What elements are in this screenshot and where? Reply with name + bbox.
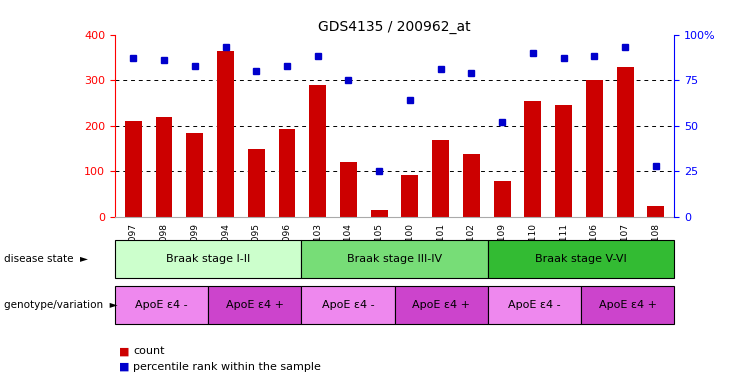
Bar	[370, 210, 388, 217]
Text: ■: ■	[119, 346, 129, 356]
Bar	[488, 286, 581, 324]
Bar	[124, 121, 142, 217]
Bar	[309, 85, 326, 217]
Bar	[302, 286, 395, 324]
Bar	[302, 240, 488, 278]
Text: ApoE ε4 +: ApoE ε4 +	[599, 300, 657, 310]
Bar	[115, 286, 208, 324]
Bar	[617, 68, 634, 217]
Bar	[115, 240, 302, 278]
Bar	[555, 105, 572, 217]
Text: ApoE ε4 +: ApoE ε4 +	[226, 300, 284, 310]
Text: ApoE ε4 -: ApoE ε4 -	[508, 300, 561, 310]
Bar	[581, 286, 674, 324]
Bar	[463, 154, 480, 217]
Bar	[494, 181, 511, 217]
Bar	[186, 132, 203, 217]
Bar	[279, 129, 296, 217]
Bar	[586, 80, 603, 217]
Text: Braak stage III-IV: Braak stage III-IV	[347, 254, 442, 264]
Bar	[488, 240, 674, 278]
Text: genotype/variation  ►: genotype/variation ►	[4, 300, 117, 310]
Bar	[156, 117, 173, 217]
Text: ApoE ε4 -: ApoE ε4 -	[322, 300, 374, 310]
Bar	[395, 286, 488, 324]
Text: ApoE ε4 +: ApoE ε4 +	[412, 300, 471, 310]
Text: count: count	[133, 346, 165, 356]
Bar	[402, 175, 419, 217]
Bar	[208, 286, 302, 324]
Bar	[432, 141, 449, 217]
Bar	[247, 149, 265, 217]
Bar	[648, 205, 665, 217]
Title: GDS4135 / 200962_at: GDS4135 / 200962_at	[319, 20, 471, 33]
Text: ApoE ε4 -: ApoE ε4 -	[135, 300, 187, 310]
Text: ■: ■	[119, 362, 129, 372]
Bar	[340, 162, 357, 217]
Bar	[525, 101, 542, 217]
Text: Braak stage I-II: Braak stage I-II	[166, 254, 250, 264]
Text: disease state  ►: disease state ►	[4, 254, 87, 264]
Text: percentile rank within the sample: percentile rank within the sample	[133, 362, 322, 372]
Text: Braak stage V-VI: Braak stage V-VI	[535, 254, 627, 264]
Bar	[217, 51, 234, 217]
